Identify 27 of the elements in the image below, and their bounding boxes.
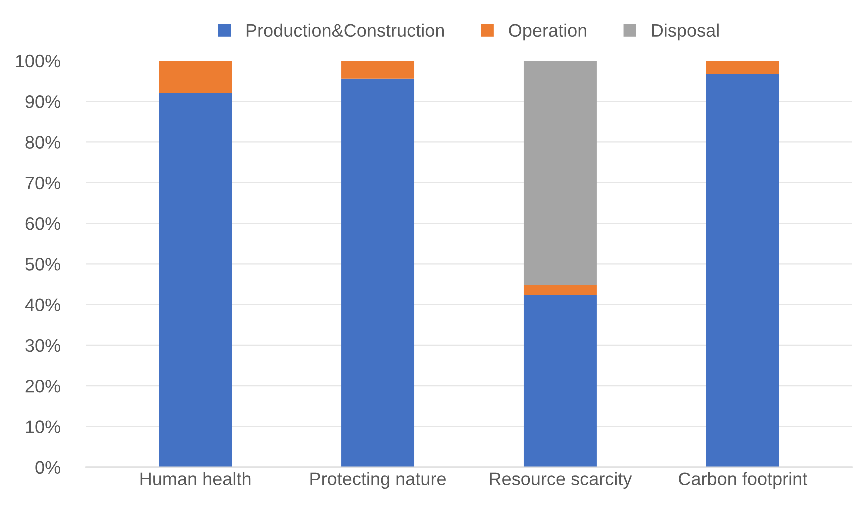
bar xyxy=(706,60,780,74)
legend-label: Disposal xyxy=(652,24,719,41)
bar xyxy=(524,295,597,468)
x-tick-label: Resource scarcity xyxy=(490,472,632,490)
bar xyxy=(159,93,232,468)
x-tick-label: Protecting nature xyxy=(310,472,446,490)
y-tick-label: 100% xyxy=(16,54,60,68)
x-tick-label: Human health xyxy=(140,472,251,486)
y-tick-label: 0% xyxy=(36,461,60,474)
y-tick-label: 80% xyxy=(26,136,60,149)
bar xyxy=(706,74,780,468)
y-tick-label: 70% xyxy=(26,176,60,190)
y-tick-label: 90% xyxy=(26,96,60,108)
y-tick-label: 60% xyxy=(26,217,60,230)
y-tick-label: 50% xyxy=(26,258,60,271)
y-tick-label: 30% xyxy=(26,339,60,352)
bar xyxy=(524,60,597,286)
legend-label: Production&Construction xyxy=(246,24,444,38)
bar xyxy=(342,78,415,468)
bar xyxy=(159,60,232,94)
y-tick-label: 10% xyxy=(26,420,60,434)
y-tick-label: 40% xyxy=(25,298,60,312)
y-tick-label: 20% xyxy=(26,380,60,393)
bar xyxy=(342,60,415,79)
legend-label: Operation xyxy=(509,24,586,41)
bar xyxy=(524,285,597,296)
x-tick-label: Carbon footprint xyxy=(679,472,808,490)
